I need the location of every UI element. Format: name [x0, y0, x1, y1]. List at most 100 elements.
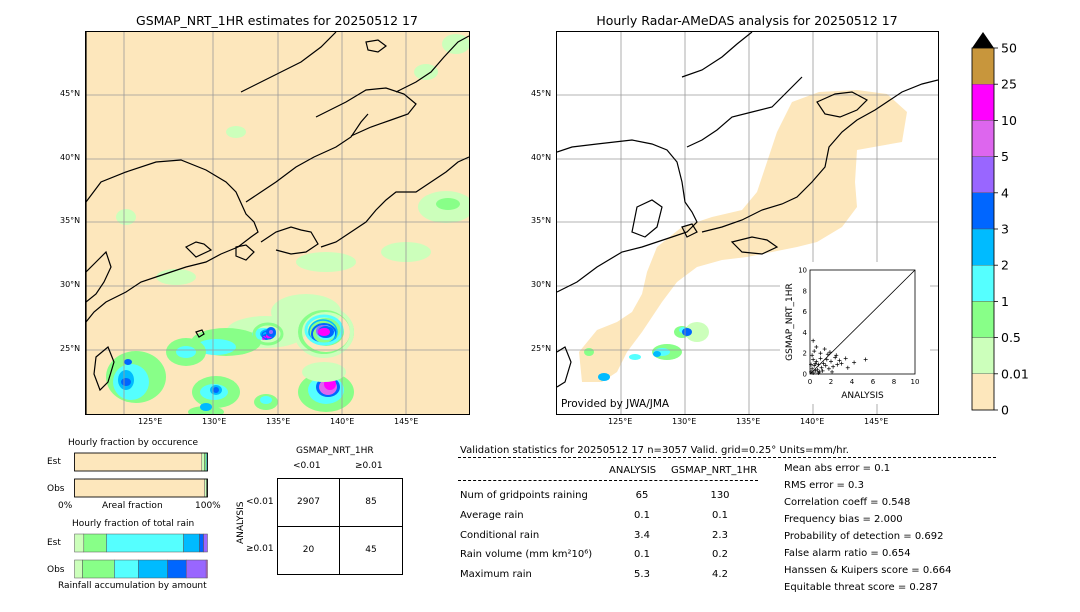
total-rain-chart [74, 532, 208, 580]
total-rain-bar-segment [183, 533, 200, 553]
scatter-point [819, 365, 824, 370]
scatter-point [814, 344, 819, 349]
left-map-gridlines [86, 32, 469, 414]
colorbar-tick-label: 2 [1001, 258, 1009, 273]
colorbar-segment [971, 301, 995, 338]
total-rain-footer: Rainfall accumulation by amount [58, 581, 207, 591]
scatter-point [811, 338, 816, 343]
total-rain-bar-segment [74, 559, 83, 579]
total-rain-bar-segment [74, 533, 85, 553]
scatter-point [835, 362, 840, 367]
scatter-point [839, 361, 844, 366]
colorbar-segment [971, 47, 995, 85]
scatter-point [825, 352, 830, 357]
total-rain-row-label: Est [47, 538, 61, 548]
colorbar-tick-label: 0.5 [1001, 330, 1021, 345]
scatter-point [813, 368, 818, 373]
colorbar-segment [971, 373, 995, 411]
colorbar-segment [971, 156, 995, 194]
left-map-canvas [86, 32, 469, 414]
scatter-point [837, 358, 842, 363]
total-rain-title: Hourly fraction of total rain [72, 519, 195, 529]
scatter-point [811, 357, 816, 362]
left-map-coastlines [86, 32, 469, 414]
contingency-row-lt: <0.01 [246, 497, 274, 507]
validation-col-rule [458, 480, 758, 481]
colorbar-tick-label: 50 [1001, 41, 1017, 56]
colorbar-segment [971, 192, 995, 230]
scatter-diagonal [809, 269, 916, 375]
right-lon-label: 140°E [800, 417, 825, 426]
left-lat-label: 30°N [60, 280, 81, 289]
scatter-point [823, 363, 828, 368]
right-lat-label: 25°N [531, 344, 552, 353]
left-lon-label: 140°E [330, 417, 355, 426]
scatter-point [813, 361, 818, 366]
occurrence-bar-segment [74, 478, 205, 498]
colorbar-tick-label: 3 [1001, 222, 1009, 237]
scatter-y-tick: 4 [803, 329, 808, 337]
validation-score: Correlation coeff = 0.548 [784, 497, 911, 508]
scatter-point [812, 363, 817, 368]
left-lat-label: 45°N [60, 89, 81, 98]
scatter-point [820, 368, 825, 373]
validation-score: RMS error = 0.3 [784, 480, 864, 491]
validation-col-gsmap: GSMAP_NRT_1HR [671, 465, 758, 476]
occurrence-bar-segment [204, 478, 207, 498]
scatter-y-tick: 6 [803, 308, 808, 316]
total-rain-bar-segment [83, 533, 107, 553]
right-map-coastlines [557, 32, 938, 388]
colorbar-svg: 50 25 10 5 4 3 2 1 0.5 0.01 0 [971, 32, 1029, 418]
scatter-y-label: GSMAP_NRT_1HR [785, 283, 795, 361]
validation-row-analysis: 0.1 [634, 510, 650, 521]
colorbar-tick-label: 10 [1001, 113, 1017, 128]
occurrence-bar-segment [74, 452, 203, 472]
validation-row-label: Conditional rain [460, 530, 540, 541]
scatter-point [831, 364, 836, 369]
validation-row-gsmap: 2.3 [712, 530, 728, 541]
colorbar-segment [971, 337, 995, 375]
scatter-x-tick: 4 [850, 378, 855, 386]
left-lon-label: 130°E [202, 417, 227, 426]
scatter-point [843, 356, 848, 361]
validation-score: Mean abs error = 0.1 [784, 463, 891, 474]
colorbar-segment [971, 120, 995, 157]
right-lat-label: 45°N [531, 89, 552, 98]
occurrence-row-label: Est [47, 457, 61, 467]
occurrence-bar-frame [74, 478, 208, 498]
right-lat-label: 30°N [531, 280, 552, 289]
colorbar-tick-label: 25 [1001, 77, 1017, 92]
scatter-point [822, 347, 827, 352]
colorbar-segment [971, 228, 995, 266]
left-lat-label: 35°N [60, 216, 81, 225]
contingency-cell: 2907 [297, 497, 320, 507]
occurrence-svg [74, 452, 208, 498]
right-lon-label: 130°E [672, 417, 697, 426]
total-rain-row-label: Obs [47, 565, 65, 575]
colorbar-segment [971, 264, 995, 302]
scatter-x-label: ANALYSIS [841, 391, 884, 401]
total-rain-bar-segment [138, 559, 168, 579]
contingency-col-title: GSMAP_NRT_1HR [296, 446, 374, 456]
scatter-point [809, 362, 814, 367]
scatter-point [821, 361, 826, 366]
colorbar-tick-label: 5 [1001, 149, 1009, 164]
occurrence-axis-left: 0% [58, 501, 73, 511]
scatter-point [816, 362, 821, 367]
scatter-point [818, 356, 823, 361]
scatter-x-tick: 2 [829, 378, 833, 386]
right-lat-label: 40°N [531, 153, 552, 162]
total-rain-bar-segment [82, 559, 115, 579]
scatter-point [811, 370, 816, 375]
contingency-cell: 45 [365, 545, 377, 555]
validation-row-label: Num of gridpoints raining [460, 490, 588, 501]
left-lon-label: 135°E [266, 417, 291, 426]
scatter-point [830, 369, 835, 374]
left-lat-label: 40°N [60, 153, 81, 162]
validation-row-gsmap: 0.2 [712, 549, 728, 560]
scatter-x-tick: 8 [892, 378, 896, 386]
validation-dashed-rule [458, 457, 996, 458]
right-lon-label: 125°E [608, 417, 633, 426]
scatter-point [809, 369, 814, 374]
occurrence-axis-right: 100% [195, 501, 221, 511]
